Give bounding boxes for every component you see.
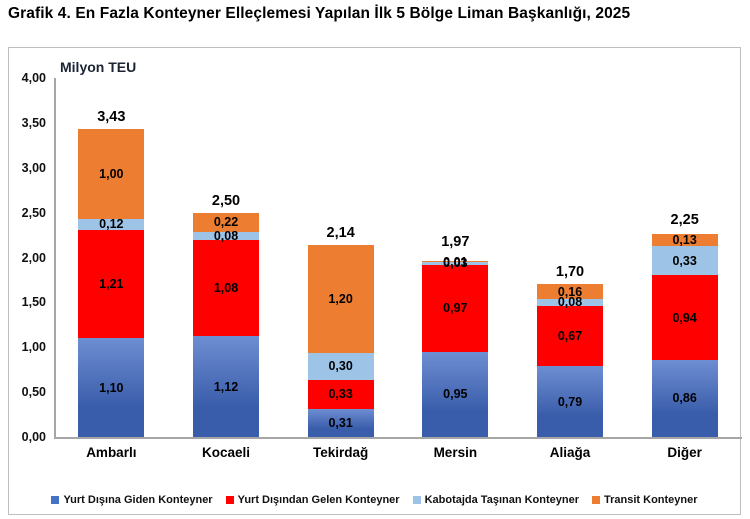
y-tick-label: 1,50 <box>21 295 46 310</box>
bar-value-label: 0,33 <box>328 387 353 402</box>
legend-marker-icon <box>412 496 421 504</box>
x-axis-label-Tekirdağ: Tekirdağ <box>313 445 369 460</box>
x-axis-line <box>54 437 742 439</box>
legend-label: Kabotajda Taşınan Konteyner <box>424 494 580 506</box>
y-tick-label: 3,50 <box>21 115 46 130</box>
y-tick-label: 1,00 <box>21 340 46 355</box>
bar-segment-4-Tekirdağ <box>307 244 374 353</box>
y-tick-label: 2,00 <box>21 250 46 265</box>
bar-value-label: 1,00 <box>99 167 124 182</box>
bar-value-label: 0,08 <box>557 295 583 310</box>
bar-value-label: 0,16 <box>557 284 583 299</box>
bar-segment-2-Kocaeli <box>193 239 259 337</box>
bar-value-label: 0,97 <box>443 301 468 316</box>
bar-value-label: 0,22 <box>213 215 239 230</box>
bar-segment-3-Diğer <box>651 245 718 276</box>
bar-segment-2-Tekirdağ <box>307 379 374 410</box>
x-axis-label-Ambarlı: Ambarlı <box>86 445 137 460</box>
bar-segment-2-Aliağa <box>537 305 603 367</box>
legend-label: Yurt Dışından Gelen Konteyner <box>237 494 400 506</box>
legend-item-2: Yurt Dışından Gelen Konteyner <box>225 494 400 506</box>
bar-segment-4-Ambarlı <box>78 129 145 219</box>
bar-value-label: 0,33 <box>672 253 697 268</box>
x-axis-label-Mersin: Mersin <box>433 445 478 460</box>
bar-value-label: 0,31 <box>328 416 353 431</box>
legend-label: Yurt Dışına Giden Konteyner <box>63 494 213 506</box>
legend-marker-icon <box>225 496 234 504</box>
bar-segment-4-Mersin <box>422 261 489 262</box>
bar-segment-3-Kocaeli <box>193 232 259 240</box>
legend-item-3: Kabotajda Taşınan Konteyner <box>412 494 580 506</box>
legend-marker-icon <box>592 496 601 504</box>
legend-item-1: Yurt Dışına Giden Konteyner <box>51 494 213 506</box>
bar-segment-1-Aliağa <box>537 366 603 437</box>
bar-segment-1-Kocaeli <box>193 336 259 437</box>
bar-value-label: 0,95 <box>443 387 468 402</box>
bar-total-label: 1,97 <box>441 233 470 250</box>
bar-total-label: 2,50 <box>211 192 241 209</box>
bar-value-label: 1,20 <box>328 291 353 306</box>
bar-value-label: 0,79 <box>557 394 583 409</box>
bar-value-label: 0,12 <box>99 217 124 232</box>
bar-segment-3-Tekirdağ <box>307 352 374 380</box>
bar-value-label: 1,10 <box>99 380 124 395</box>
bar-segment-3-Ambarlı <box>78 218 145 230</box>
y-axis-title: Milyon TEU <box>60 59 137 75</box>
bar-value-label: 1,08 <box>213 281 239 295</box>
bar-segment-4-Kocaeli <box>193 212 259 233</box>
bar-segment-3-Mersin <box>422 261 489 265</box>
bar-value-label: 0,01 <box>443 254 468 269</box>
x-axis-label-Aliağa: Aliağa <box>549 445 591 460</box>
chart-title: Grafik 4. En Fazla Konteyner Elleçlemesi… <box>8 5 631 22</box>
bar-value-label: 0,08 <box>213 228 239 243</box>
bar-total-label: 2,25 <box>670 211 699 228</box>
bar-value-label: 1,21 <box>99 276 124 291</box>
bar-segment-1-Tekirdağ <box>307 409 374 437</box>
x-axis-label-Diğer: Diğer <box>667 445 702 460</box>
bar-segment-2-Diğer <box>651 275 718 360</box>
bar-segment-4-Diğer <box>651 234 718 246</box>
legend-item-4: Transit Konteyner <box>592 494 698 506</box>
legend: Yurt Dışına Giden Konteyner Yurt Dışından… <box>8 491 741 509</box>
bar-value-label: 0,30 <box>328 359 353 374</box>
bar-segment-2-Mersin <box>422 264 489 352</box>
bar-total-label: 2,14 <box>326 224 355 241</box>
bar-value-label: 1,12 <box>213 379 239 394</box>
bar-segment-1-Mersin <box>422 351 489 437</box>
y-tick-label: 3,00 <box>21 160 46 175</box>
y-tick-label: 0,00 <box>21 430 46 444</box>
x-axis-label-Kocaeli: Kocaeli <box>201 445 250 460</box>
bar-segment-4-Aliağa <box>537 284 603 299</box>
bar-total-label: 1,70 <box>555 263 585 280</box>
y-tick-label: 0,50 <box>21 385 46 400</box>
legend-label: Transit Konteyner <box>604 494 698 506</box>
bar-segment-1-Ambarlı <box>78 338 145 437</box>
y-tick-label: 4,00 <box>21 71 46 85</box>
bar-total-label: 3,43 <box>97 109 126 126</box>
bar-value-label: 0,03 <box>443 256 468 271</box>
y-axis-line <box>54 78 56 437</box>
bar-value-label: 0,94 <box>672 310 697 325</box>
bar-segment-2-Ambarlı <box>78 229 145 339</box>
bar-value-label: 0,86 <box>672 391 697 406</box>
y-tick-label: 2,50 <box>21 205 46 220</box>
legend-marker-icon <box>51 496 60 504</box>
bar-value-label: 0,67 <box>557 329 583 344</box>
bar-segment-3-Aliağa <box>537 298 603 306</box>
bar-segment-1-Diğer <box>651 359 718 437</box>
bar-value-label: 0,13 <box>672 232 697 247</box>
